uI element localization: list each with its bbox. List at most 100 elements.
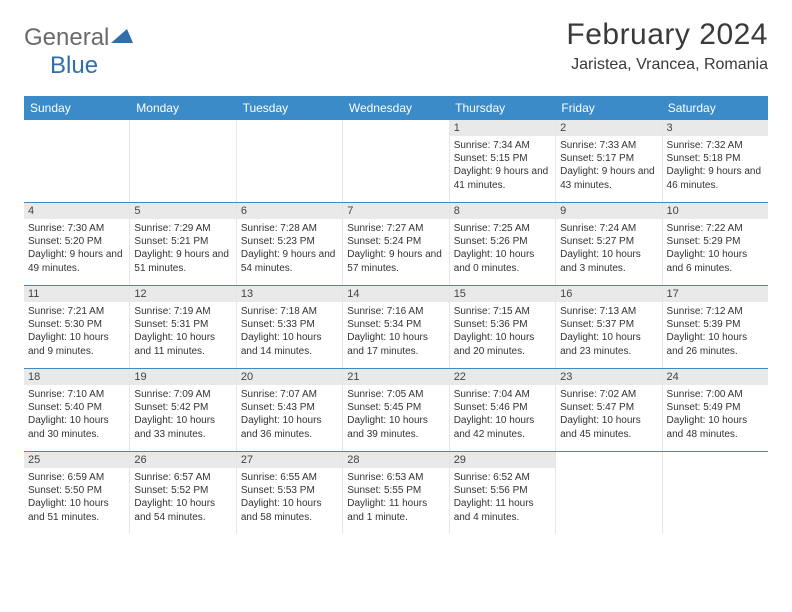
- day-cell: [556, 452, 662, 534]
- day-number: 10: [663, 203, 768, 219]
- calendar-page: General February 2024 Jaristea, Vrancea,…: [0, 0, 792, 546]
- day-number: 15: [450, 286, 555, 302]
- sunrise-text: Sunrise: 6:53 AM: [347, 471, 444, 484]
- day-cell: 13Sunrise: 7:18 AMSunset: 5:33 PMDayligh…: [237, 286, 343, 368]
- sunset-text: Sunset: 5:24 PM: [347, 235, 444, 248]
- day-cell: 22Sunrise: 7:04 AMSunset: 5:46 PMDayligh…: [450, 369, 556, 451]
- day-cell: 21 Sunrise: 7:05 AMSunset: 5:45 PMDayligh…: [343, 369, 449, 451]
- day-body: Sunrise: 7:15 AMSunset: 5:36 PMDaylight:…: [454, 305, 551, 358]
- daylight-text: Daylight: 10 hours and 45 minutes.: [560, 414, 657, 440]
- sunrise-text: Sunrise: 7:09 AM: [134, 388, 231, 401]
- daylight-text: Daylight: 10 hours and 17 minutes.: [347, 331, 444, 357]
- sunrise-text: Sunrise: 7:05 AM: [347, 388, 444, 401]
- daylight-text: Daylight: 9 hours and 51 minutes.: [134, 248, 231, 274]
- day-number: 27: [237, 452, 342, 468]
- daylight-text: Daylight: 10 hours and 30 minutes.: [28, 414, 125, 440]
- sunrise-text: Sunrise: 7:18 AM: [241, 305, 338, 318]
- sunset-text: Sunset: 5:34 PM: [347, 318, 444, 331]
- day-body: Sunrise: 7:27 AMSunset: 5:24 PMDaylight:…: [347, 222, 444, 275]
- day-number: [663, 452, 768, 468]
- day-body: Sunrise: 7:00 AMSunset: 5:49 PMDaylight:…: [667, 388, 764, 441]
- day-number: 12: [130, 286, 235, 302]
- dow-monday: Monday: [130, 96, 236, 120]
- sunset-text: Sunset: 5:17 PM: [560, 152, 657, 165]
- daylight-text: Daylight: 9 hours and 57 minutes.: [347, 248, 444, 274]
- day-number: 25: [24, 452, 129, 468]
- day-cell: [343, 120, 449, 202]
- daylight-text: Daylight: 10 hours and 6 minutes.: [667, 248, 764, 274]
- sunset-text: Sunset: 5:46 PM: [454, 401, 551, 414]
- day-number: 3: [663, 120, 768, 136]
- calendar-grid: Sunday Monday Tuesday Wednesday Thursday…: [24, 96, 768, 534]
- day-number: 11: [24, 286, 129, 302]
- sunset-text: Sunset: 5:55 PM: [347, 484, 444, 497]
- day-number: 4: [24, 203, 129, 219]
- daylight-text: Daylight: 9 hours and 41 minutes.: [454, 165, 551, 191]
- daylight-text: Daylight: 10 hours and 14 minutes.: [241, 331, 338, 357]
- day-body: Sunrise: 7:18 AMSunset: 5:33 PMDaylight:…: [241, 305, 338, 358]
- week-row: 18Sunrise: 7:10 AMSunset: 5:40 PMDayligh…: [24, 369, 768, 452]
- day-number: 19: [130, 369, 235, 385]
- day-number: 2: [556, 120, 661, 136]
- sunset-text: Sunset: 5:20 PM: [28, 235, 125, 248]
- sunset-text: Sunset: 5:27 PM: [560, 235, 657, 248]
- week-row: 11Sunrise: 7:21 AMSunset: 5:30 PMDayligh…: [24, 286, 768, 369]
- day-body: Sunrise: 7:13 AMSunset: 5:37 PMDaylight:…: [560, 305, 657, 358]
- day-cell: 15 Sunrise: 7:15 AMSunset: 5:36 PMDayligh…: [450, 286, 556, 368]
- day-body: Sunrise: 7:25 AMSunset: 5:26 PMDaylight:…: [454, 222, 551, 275]
- logo-text-general: General: [24, 24, 109, 52]
- daylight-text: Daylight: 10 hours and 33 minutes.: [134, 414, 231, 440]
- day-body: Sunrise: 7:02 AMSunset: 5:47 PMDaylight:…: [560, 388, 657, 441]
- sunset-text: Sunset: 5:56 PM: [454, 484, 551, 497]
- day-number: 26: [130, 452, 235, 468]
- dow-sunday: Sunday: [24, 96, 130, 120]
- sunset-text: Sunset: 5:29 PM: [667, 235, 764, 248]
- daylight-text: Daylight: 10 hours and 54 minutes.: [134, 497, 231, 523]
- dow-header-row: Sunday Monday Tuesday Wednesday Thursday…: [24, 96, 768, 120]
- day-number: 7: [343, 203, 448, 219]
- sunrise-text: Sunrise: 7:15 AM: [454, 305, 551, 318]
- day-body: Sunrise: 7:12 AMSunset: 5:39 PMDaylight:…: [667, 305, 764, 358]
- day-body: Sunrise: 7:22 AMSunset: 5:29 PMDaylight:…: [667, 222, 764, 275]
- day-cell: 12 Sunrise: 7:19 AMSunset: 5:31 PMDayligh…: [130, 286, 236, 368]
- day-body: Sunrise: 7:16 AMSunset: 5:34 PMDaylight:…: [347, 305, 444, 358]
- day-cell: 29Sunrise: 6:52 AMSunset: 5:56 PMDayligh…: [450, 452, 556, 534]
- daylight-text: Daylight: 11 hours and 4 minutes.: [454, 497, 551, 523]
- sunset-text: Sunset: 5:47 PM: [560, 401, 657, 414]
- sunrise-text: Sunrise: 7:33 AM: [560, 139, 657, 152]
- sunset-text: Sunset: 5:43 PM: [241, 401, 338, 414]
- daylight-text: Daylight: 10 hours and 36 minutes.: [241, 414, 338, 440]
- sunset-text: Sunset: 5:45 PM: [347, 401, 444, 414]
- daylight-text: Daylight: 10 hours and 58 minutes.: [241, 497, 338, 523]
- day-cell: 17Sunrise: 7:12 AMSunset: 5:39 PMDayligh…: [663, 286, 768, 368]
- day-number: 28: [343, 452, 448, 468]
- day-body: Sunrise: 7:29 AMSunset: 5:21 PMDaylight:…: [134, 222, 231, 275]
- daylight-text: Daylight: 10 hours and 51 minutes.: [28, 497, 125, 523]
- sunrise-text: Sunrise: 7:30 AM: [28, 222, 125, 235]
- logo-text-blue: Blue: [24, 52, 98, 79]
- day-number: 21: [343, 369, 448, 385]
- day-body: Sunrise: 7:28 AMSunset: 5:23 PMDaylight:…: [241, 222, 338, 275]
- day-body: Sunrise: 6:52 AMSunset: 5:56 PMDaylight:…: [454, 471, 551, 524]
- dow-wednesday: Wednesday: [343, 96, 449, 120]
- sunrise-text: Sunrise: 7:27 AM: [347, 222, 444, 235]
- sunset-text: Sunset: 5:50 PM: [28, 484, 125, 497]
- day-body: Sunrise: 7:05 AMSunset: 5:45 PMDaylight:…: [347, 388, 444, 441]
- day-number: 9: [556, 203, 661, 219]
- day-cell: [237, 120, 343, 202]
- week-row: 1Sunrise: 7:34 AMSunset: 5:15 PMDaylight…: [24, 120, 768, 203]
- day-body: Sunrise: 6:59 AMSunset: 5:50 PMDaylight:…: [28, 471, 125, 524]
- day-cell: [24, 120, 130, 202]
- sunrise-text: Sunrise: 7:12 AM: [667, 305, 764, 318]
- day-body: Sunrise: 7:19 AMSunset: 5:31 PMDaylight:…: [134, 305, 231, 358]
- sunset-text: Sunset: 5:18 PM: [667, 152, 764, 165]
- day-cell: 9Sunrise: 7:24 AMSunset: 5:27 PMDaylight…: [556, 203, 662, 285]
- sunrise-text: Sunrise: 7:21 AM: [28, 305, 125, 318]
- day-cell: 2Sunrise: 7:33 AMSunset: 5:17 PMDaylight…: [556, 120, 662, 202]
- daylight-text: Daylight: 10 hours and 42 minutes.: [454, 414, 551, 440]
- sunrise-text: Sunrise: 7:02 AM: [560, 388, 657, 401]
- sunset-text: Sunset: 5:42 PM: [134, 401, 231, 414]
- day-number: 20: [237, 369, 342, 385]
- day-body: Sunrise: 7:07 AMSunset: 5:43 PMDaylight:…: [241, 388, 338, 441]
- day-body: Sunrise: 7:04 AMSunset: 5:46 PMDaylight:…: [454, 388, 551, 441]
